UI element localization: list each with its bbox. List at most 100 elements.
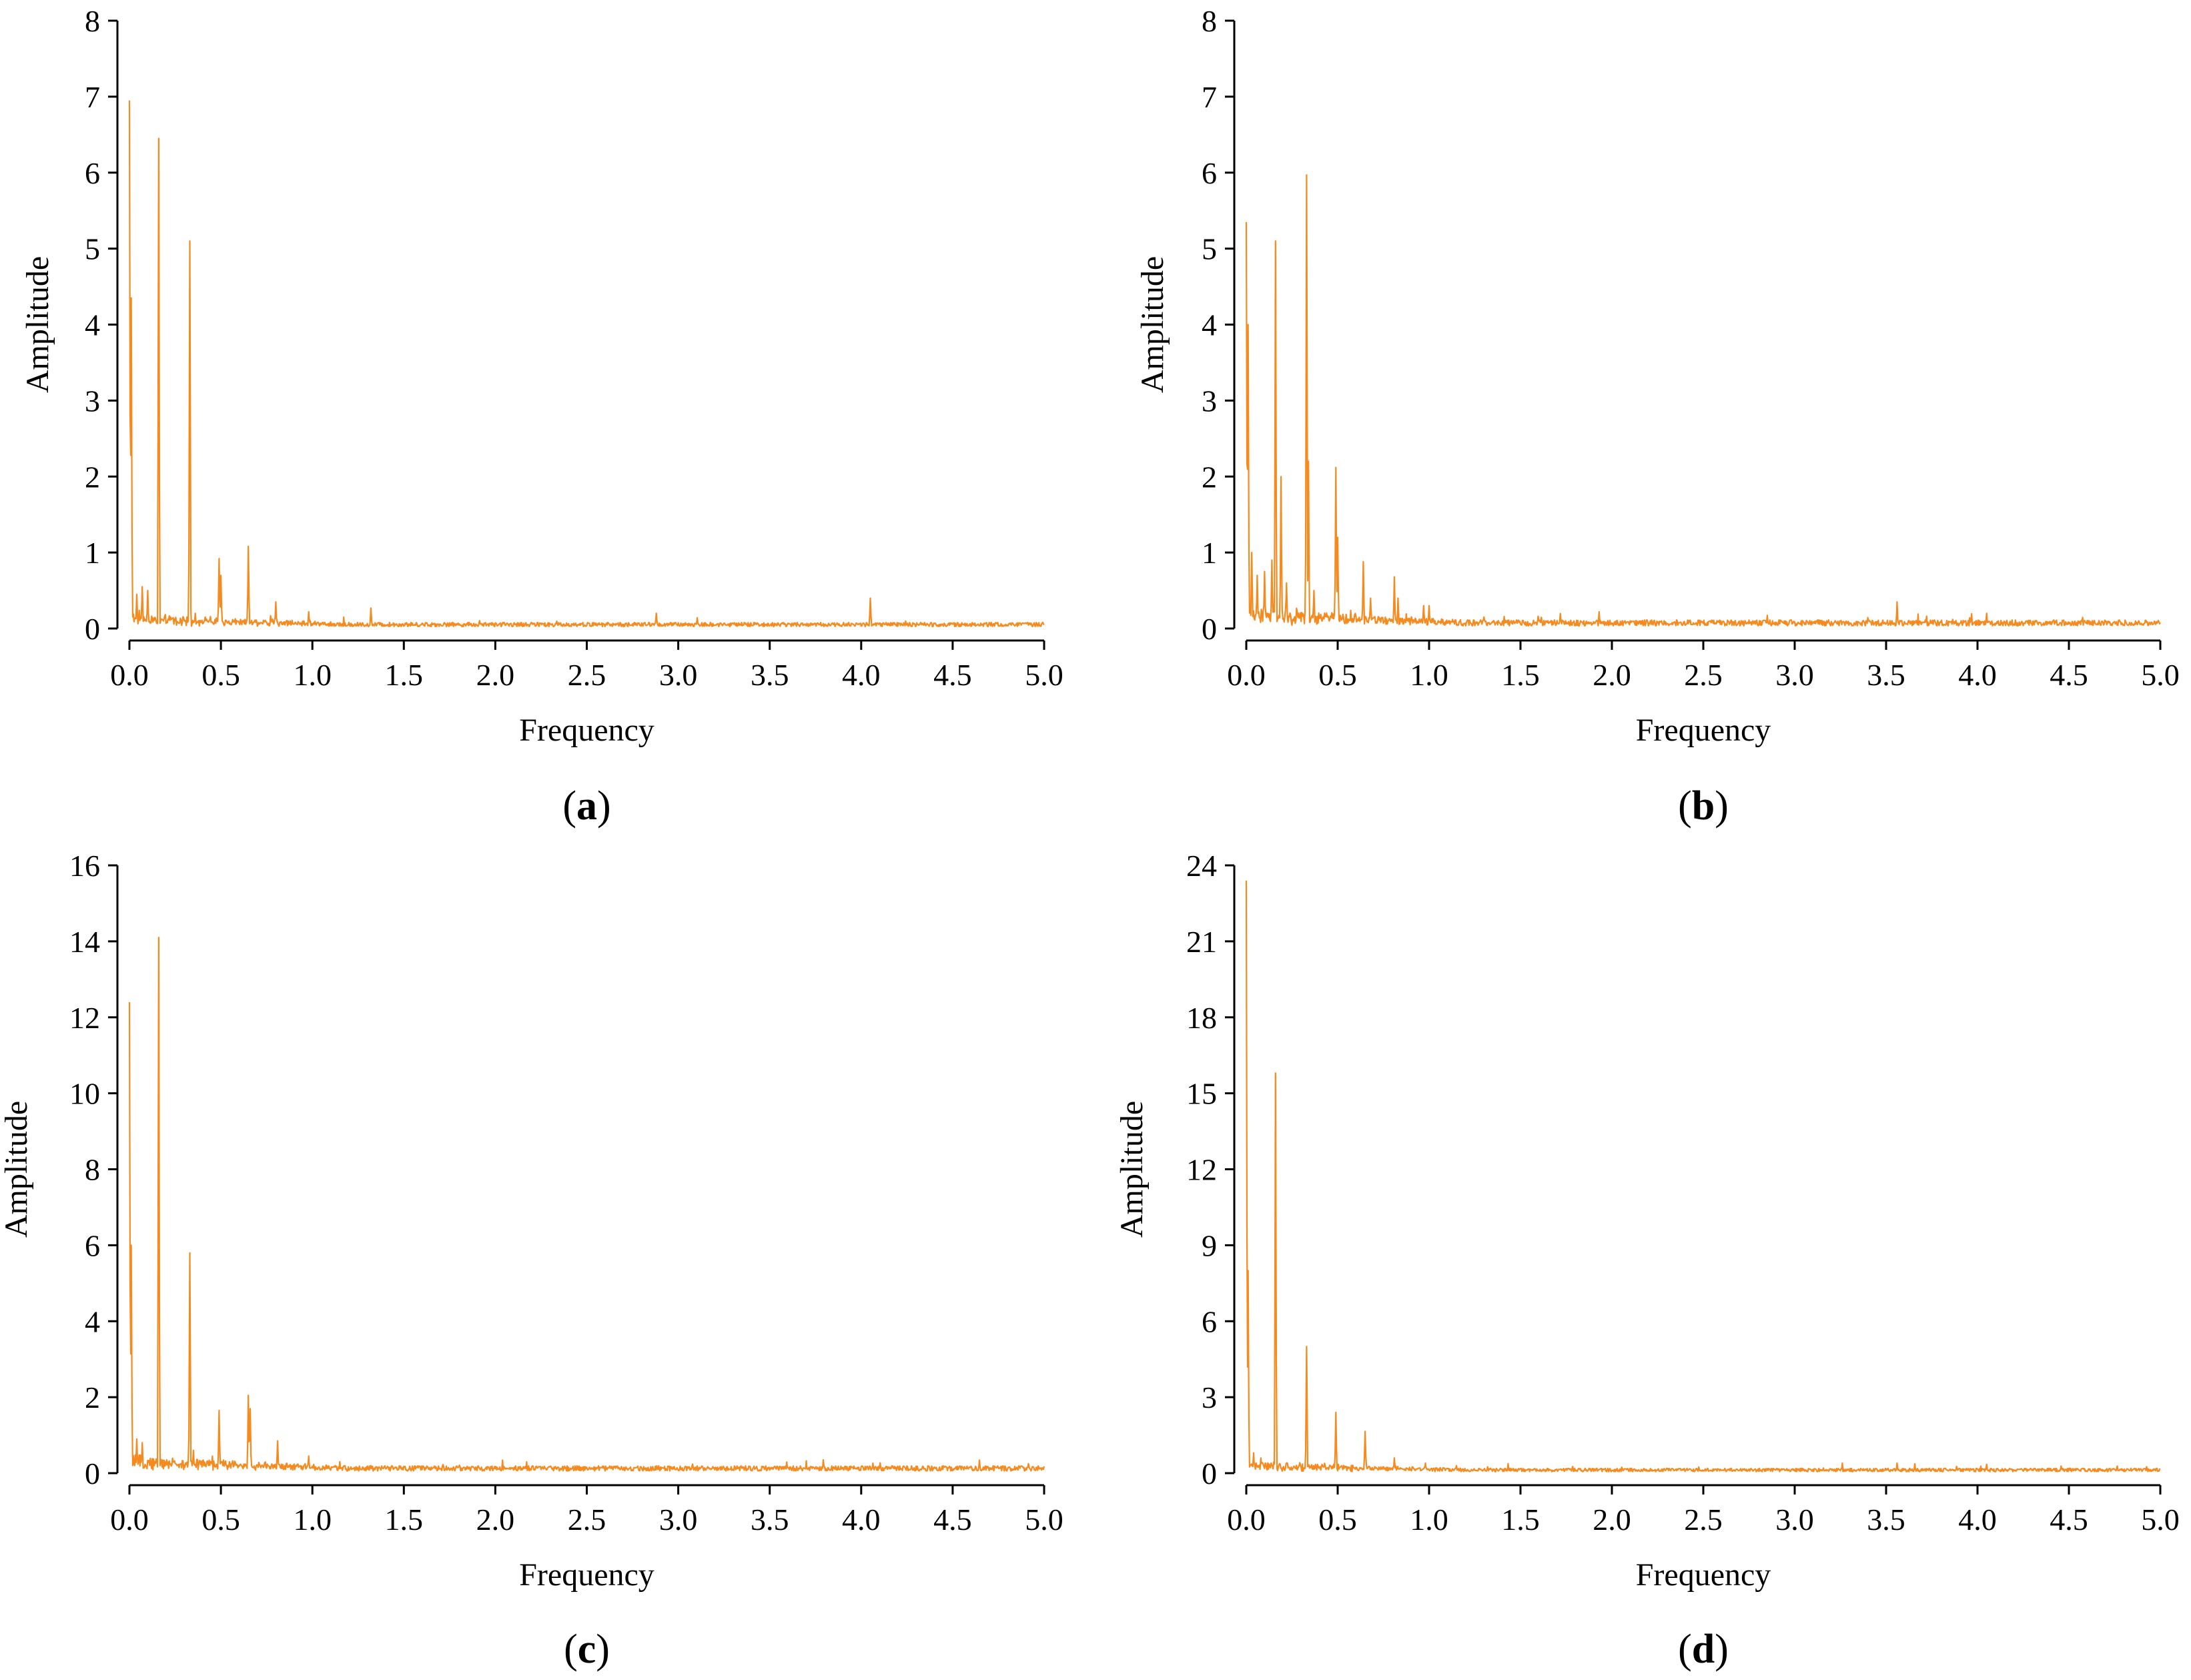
y-tick-label: 14 — [69, 925, 100, 959]
y-tick-label: 8 — [85, 4, 100, 38]
x-tick-label: 3.5 — [1867, 1503, 1905, 1537]
y-tick-label: 18 — [1186, 1001, 1217, 1035]
y-tick-label: 6 — [1202, 1304, 1217, 1338]
y-tick-label: 4 — [1202, 308, 1217, 342]
x-tick-label: 3.5 — [751, 658, 789, 692]
y-tick-label: 7 — [85, 80, 100, 114]
y-tick-label: 4 — [85, 308, 100, 342]
y-tick-label: 6 — [1202, 156, 1217, 190]
y-tick-label: 16 — [69, 849, 100, 883]
y-tick-label: 24 — [1186, 849, 1217, 883]
chart-panel-a: 0 1 2 3 4 5 6 7 8 0.0 0.5 1.0 1.5 2.0 2.5 3.0 3.5 4.0 4.5 5… — [20, 4, 1063, 829]
chart-panel-d: 0 3 6 9 12 15 18 21 24 0.0 0.5 1.0 1.5 2.0 2.5 3.0 3.5 4.… — [1114, 849, 2180, 1672]
y-tick-label: 2 — [1202, 460, 1217, 494]
chart-panel-b: 0 1 2 3 4 5 6 7 8 0.0 0.5 1.0 1.5 2.0 2.5 3.0 3.5 4.0 4.5 5… — [1135, 4, 2180, 829]
x-tick-label: 0.5 — [201, 658, 240, 692]
chart-panel-c: 0 2 4 6 8 10 12 14 16 0.0 0.5 1.0 1.5 2.0 2.5 3.0 3.5 4.0… — [0, 849, 1063, 1672]
x-tick-label: 3.0 — [659, 658, 698, 692]
y-tick-label: 15 — [1186, 1077, 1217, 1111]
x-tick-label: 1.0 — [1410, 658, 1448, 692]
x-tick-label: 4.5 — [933, 1503, 972, 1537]
x-tick-label: 5.0 — [2141, 1503, 2180, 1537]
y-tick-label: 6 — [85, 1228, 100, 1262]
x-axis-title: Frequency — [519, 713, 654, 748]
x-tick-label: 2.5 — [1684, 658, 1723, 692]
x-tick-label: 2.0 — [476, 658, 515, 692]
spectrum-series-line — [128, 100, 1045, 628]
x-tick-label: 1.0 — [293, 1503, 332, 1537]
x-tick-label: 1.0 — [1410, 1503, 1448, 1537]
x-tick-label: 5.0 — [1025, 1503, 1063, 1537]
x-tick-label: 2.0 — [1593, 658, 1631, 692]
x-tick-label: 0.5 — [1318, 658, 1357, 692]
y-tick-label: 1 — [1202, 536, 1217, 570]
x-tick-label: 0.0 — [110, 1503, 149, 1537]
x-tick-label: 2.5 — [568, 658, 606, 692]
x-tick-label: 4.5 — [2050, 658, 2088, 692]
x-tick-label: 3.0 — [659, 1503, 698, 1537]
x-tick-label: 0.5 — [1318, 1503, 1357, 1537]
x-tick-label: 4.0 — [1958, 1503, 1997, 1537]
y-tick-label: 10 — [69, 1077, 100, 1111]
y-tick-label: 12 — [69, 1001, 100, 1035]
x-tick-label: 4.5 — [933, 658, 972, 692]
x-tick-label: 5.0 — [1025, 658, 1063, 692]
x-tick-label: 3.5 — [751, 1503, 789, 1537]
x-tick-label: 1.5 — [1501, 658, 1540, 692]
y-tick-label: 4 — [85, 1304, 100, 1338]
y-tick-label: 2 — [85, 1380, 100, 1414]
y-tick-label: 7 — [1202, 80, 1217, 114]
x-axis-title: Frequency — [1636, 713, 1771, 748]
y-tick-label: 21 — [1186, 925, 1217, 959]
spectrum-series-line — [1245, 880, 2161, 1473]
x-tick-label: 2.5 — [1684, 1503, 1723, 1537]
y-tick-label: 3 — [1202, 1380, 1217, 1414]
y-tick-label: 12 — [1186, 1153, 1217, 1187]
y-tick-label: 1 — [85, 536, 100, 570]
y-tick-label: 9 — [1202, 1228, 1217, 1262]
y-tick-label: 8 — [1202, 4, 1217, 38]
x-axis-title: Frequency — [519, 1557, 654, 1593]
spectrum-series-line — [128, 937, 1045, 1472]
x-tick-label: 5.0 — [2141, 658, 2180, 692]
y-tick-label: 3 — [1202, 384, 1217, 418]
panel-caption: (a) — [562, 783, 610, 829]
x-tick-label: 0.5 — [201, 1503, 240, 1537]
x-tick-label: 0.0 — [110, 658, 149, 692]
x-tick-label: 4.0 — [842, 1503, 881, 1537]
x-tick-label: 2.0 — [476, 1503, 515, 1537]
y-axis-title: Amplitude — [1114, 1101, 1150, 1238]
x-tick-label: 3.0 — [1775, 658, 1814, 692]
x-tick-label: 3.0 — [1775, 1503, 1814, 1537]
x-tick-label: 1.5 — [1501, 1503, 1540, 1537]
y-tick-label: 3 — [85, 384, 100, 418]
x-tick-label: 4.5 — [2050, 1503, 2088, 1537]
y-tick-label: 0 — [1202, 1456, 1217, 1491]
x-tick-label: 1.0 — [293, 658, 332, 692]
panel-caption: (c) — [564, 1627, 610, 1672]
x-tick-label: 3.5 — [1867, 658, 1905, 692]
y-tick-label: 0 — [85, 1456, 100, 1491]
y-tick-label: 0 — [1202, 612, 1217, 646]
x-tick-label: 1.5 — [385, 1503, 424, 1537]
y-tick-label: 8 — [85, 1153, 100, 1187]
panel-caption: (d) — [1678, 1627, 1729, 1672]
x-tick-label: 2.0 — [1593, 1503, 1631, 1537]
x-tick-label: 4.0 — [1958, 658, 1997, 692]
panel-caption: (b) — [1678, 783, 1729, 829]
y-axis-title: Amplitude — [0, 1101, 34, 1238]
y-axis-title: Amplitude — [1135, 256, 1170, 393]
x-axis-title: Frequency — [1636, 1557, 1771, 1593]
y-tick-label: 5 — [85, 232, 100, 266]
spectrum-series-line — [1245, 174, 2161, 627]
y-tick-label: 5 — [1202, 232, 1217, 266]
y-axis-title: Amplitude — [20, 256, 55, 393]
x-tick-label: 0.0 — [1227, 658, 1266, 692]
y-tick-label: 6 — [85, 156, 100, 190]
x-tick-label: 2.5 — [568, 1503, 606, 1537]
y-tick-label: 2 — [85, 460, 100, 494]
y-tick-label: 0 — [85, 612, 100, 646]
x-tick-label: 4.0 — [842, 658, 881, 692]
x-tick-label: 1.5 — [385, 658, 424, 692]
